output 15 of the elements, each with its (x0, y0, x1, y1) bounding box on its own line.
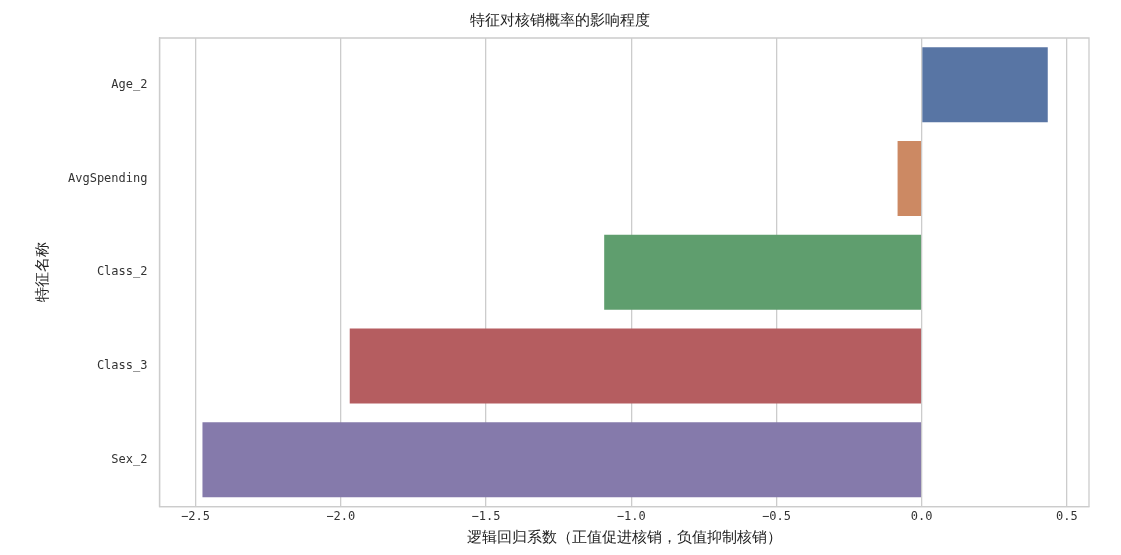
y-tick-label: Class_3 (96, 358, 148, 373)
x-tick-label: 0.0 (910, 508, 933, 523)
x-tick-label: −2.5 (181, 508, 210, 523)
y-tick-label: Age_2 (111, 76, 148, 91)
y-tick-label: Sex_2 (111, 451, 148, 466)
y-axis-title: 特征名称 (32, 242, 51, 303)
x-tick-label: 0.5 (1056, 508, 1078, 523)
x-tick-label: −2.0 (326, 508, 356, 523)
x-tick-label: −1.0 (616, 508, 646, 523)
x-tick-label: −0.5 (761, 508, 791, 523)
x-axis-title: 逻辑回归系数（正值促进核销，负值抑制核销） (466, 527, 782, 546)
chart-title: 特征对核销概率的影响程度 (469, 10, 650, 29)
x-tick-label: −1.5 (471, 508, 501, 523)
y-tick-label: AvgSpending (67, 170, 148, 185)
y-tick-label: Class_2 (96, 264, 148, 279)
